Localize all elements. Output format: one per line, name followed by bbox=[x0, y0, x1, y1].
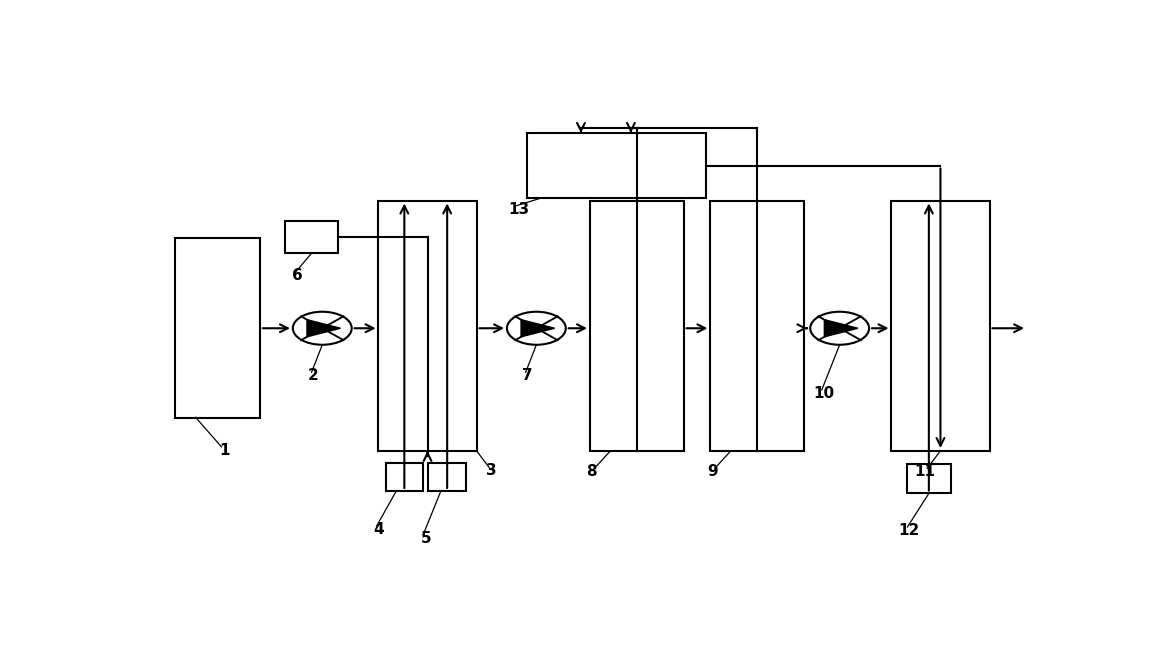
Text: 13: 13 bbox=[508, 202, 529, 216]
Text: 4: 4 bbox=[373, 522, 383, 537]
Circle shape bbox=[292, 312, 352, 344]
Text: 7: 7 bbox=[523, 369, 533, 383]
Bar bbox=[175, 238, 260, 419]
Bar bbox=[907, 464, 951, 493]
Text: 11: 11 bbox=[914, 464, 935, 480]
Bar bbox=[386, 463, 424, 491]
Text: 10: 10 bbox=[813, 386, 834, 401]
Polygon shape bbox=[521, 320, 555, 337]
Polygon shape bbox=[307, 320, 341, 337]
Polygon shape bbox=[824, 320, 857, 337]
Text: 12: 12 bbox=[899, 523, 920, 538]
Text: 1: 1 bbox=[219, 443, 229, 458]
Circle shape bbox=[506, 312, 566, 344]
Text: 6: 6 bbox=[292, 268, 303, 283]
Text: 5: 5 bbox=[420, 531, 432, 546]
Bar bbox=[710, 201, 803, 451]
Bar bbox=[379, 201, 477, 451]
Text: 2: 2 bbox=[308, 369, 319, 383]
Bar bbox=[891, 201, 990, 451]
Bar bbox=[527, 133, 706, 198]
Bar bbox=[284, 220, 338, 254]
Text: 8: 8 bbox=[586, 464, 597, 480]
Circle shape bbox=[810, 312, 869, 344]
Bar bbox=[428, 463, 466, 491]
Bar bbox=[589, 201, 684, 451]
Text: 3: 3 bbox=[487, 463, 497, 478]
Text: 9: 9 bbox=[707, 464, 717, 480]
